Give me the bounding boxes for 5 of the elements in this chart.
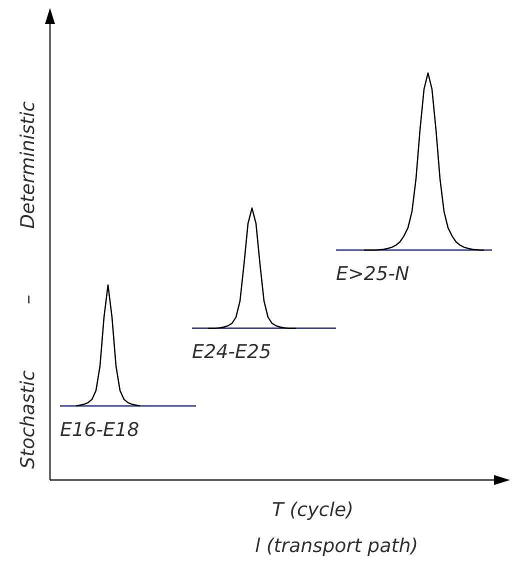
annotation: E16-E18 <box>60 418 140 441</box>
annotation: E24-E25 <box>192 341 272 364</box>
y-axis-title: Stochastic – Deterministic <box>17 100 39 469</box>
x-axis-title: T (cycle) l (transport path) <box>255 499 418 557</box>
annotation: E>25-N <box>336 263 410 286</box>
